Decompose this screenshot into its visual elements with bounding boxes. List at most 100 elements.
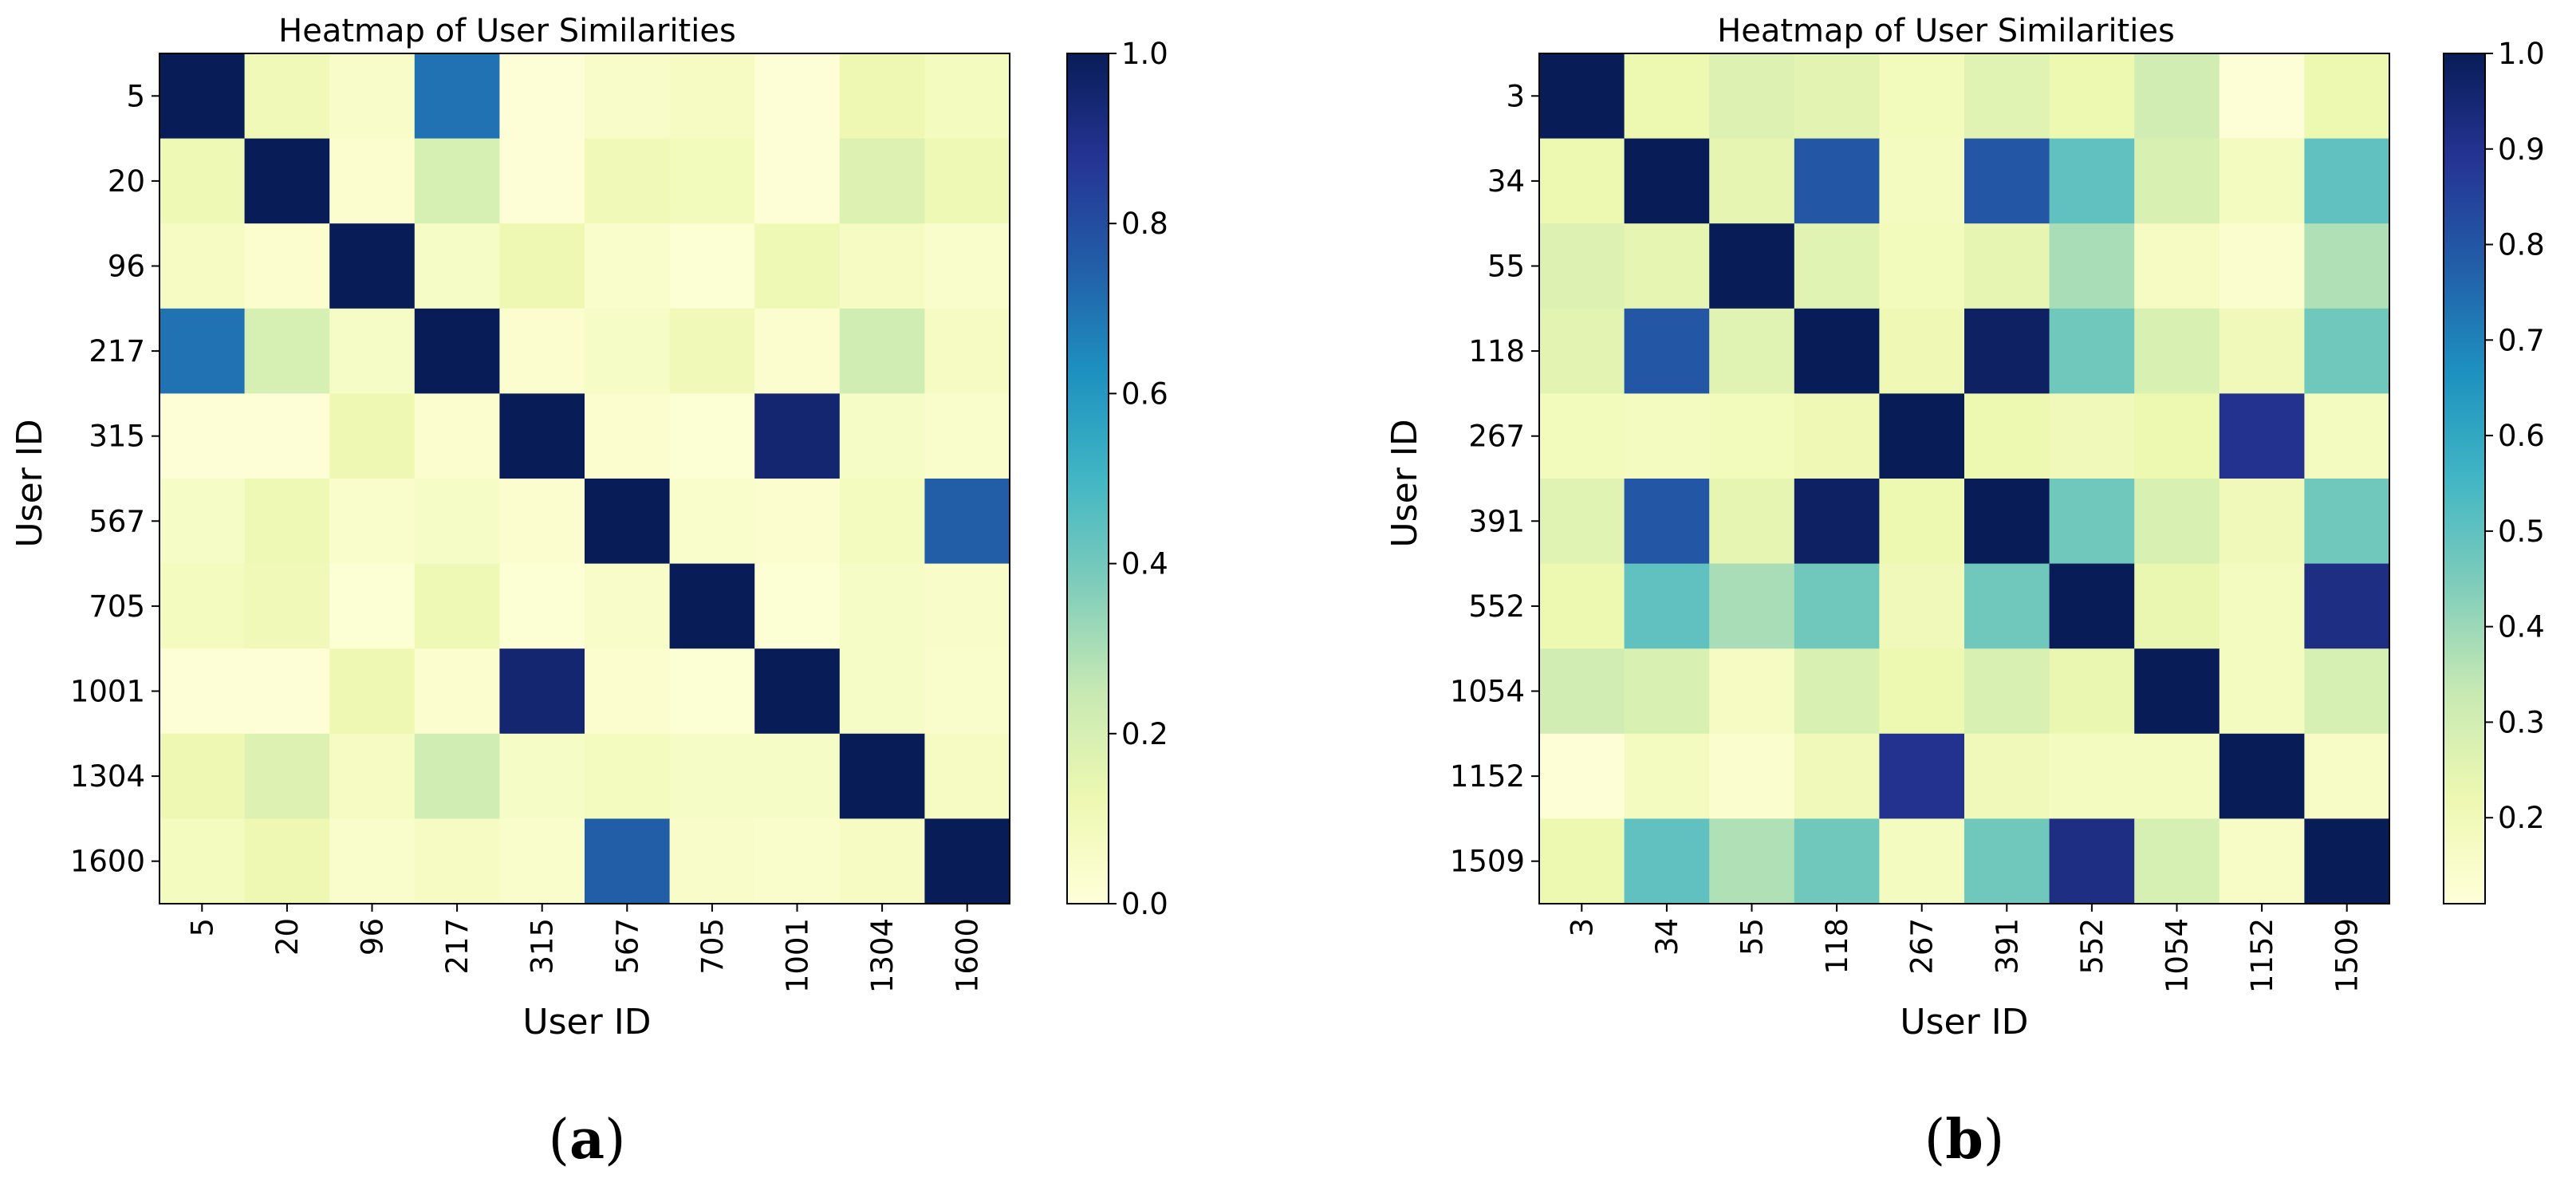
heatmap-cell — [1624, 479, 1710, 565]
heatmap-cell — [1709, 138, 1795, 224]
heatmap-cell — [414, 479, 500, 565]
plot-frame — [159, 53, 1010, 904]
heatmap-cell — [1794, 393, 1880, 479]
heatmap-cell — [329, 648, 416, 735]
heatmap-cell — [244, 733, 330, 819]
heatmap-cell — [414, 733, 500, 819]
heatmap-cell — [414, 818, 500, 904]
heatmap-cell — [2049, 648, 2135, 735]
heatmap-cell — [585, 479, 671, 565]
colorbar-tick-label: 1.0 — [1121, 37, 1168, 71]
heatmap-cell — [1879, 818, 1965, 904]
heatmap-cell — [2049, 733, 2135, 819]
heatmap-cell — [1794, 818, 1880, 904]
heatmap-cell — [2219, 223, 2305, 309]
heatmap-cell — [414, 648, 500, 735]
heatmap-cell — [244, 563, 330, 649]
heatmap-cell — [754, 223, 841, 309]
x-tick-label: 391 — [1990, 918, 2024, 975]
heatmap-cell — [1794, 53, 1880, 140]
colorbar-tick-label: 0.6 — [2498, 419, 2545, 453]
y-tick-label: 96 — [108, 250, 145, 284]
heatmap-cell — [1709, 393, 1795, 479]
heatmap-cell — [244, 818, 330, 904]
heatmap-cell — [1879, 138, 1965, 224]
x-tick-label: 1152 — [2245, 918, 2279, 993]
heatmap-cell — [2049, 308, 2135, 394]
heatmap-cell — [1539, 393, 1625, 479]
heatmap-cell — [1879, 648, 1965, 735]
colorbar-tick-label: 0.6 — [1121, 376, 1168, 411]
heatmap-panel-a: Heatmap of User Similarities 5 20 96 217 315… — [10, 13, 1168, 1172]
heatmap-cell — [669, 393, 755, 479]
y-tick-label: 567 — [89, 504, 145, 538]
heatmap-cell — [1709, 479, 1795, 565]
heatmap-cell — [669, 733, 755, 819]
heatmap-cell — [2304, 818, 2390, 904]
heatmap-cell — [1964, 733, 2050, 819]
colorbar-tick-label: 0.9 — [2498, 132, 2545, 167]
colorbar-b — [2443, 53, 2486, 904]
heatmap-cell — [839, 818, 925, 904]
heatmap-cell — [839, 733, 925, 819]
y-tick-label: 315 — [89, 420, 145, 454]
y-tick-label: 217 — [89, 334, 145, 368]
heatmap-cell — [754, 563, 841, 649]
heatmap-cell — [754, 138, 841, 224]
heatmap-cell — [585, 818, 671, 904]
heatmap-cells-b — [1538, 53, 2390, 904]
x-axis-label-b: User ID — [1900, 1002, 2028, 1042]
heatmap-cell — [2049, 53, 2135, 140]
heatmap-cell — [2219, 53, 2305, 140]
heatmap-cell — [1964, 393, 2050, 479]
heatmap-cell — [160, 308, 246, 394]
heatmap-cell — [839, 223, 925, 309]
heatmap-cell — [244, 393, 330, 479]
heatmap-cell — [2219, 308, 2305, 394]
colorbar-tick-label: 1.0 — [2498, 37, 2545, 71]
heatmap-cell — [2134, 479, 2220, 565]
x-tick-label: 217 — [440, 918, 475, 975]
heatmap-cell — [839, 479, 925, 565]
heatmap-cell — [414, 223, 500, 309]
heatmap-cell — [1539, 733, 1625, 819]
heatmap-cell — [924, 563, 1010, 649]
heatmap-cell — [329, 479, 416, 565]
x-tick-label: 705 — [695, 918, 730, 975]
heatmap-cell — [1794, 223, 1880, 309]
heatmap-cell — [1709, 733, 1795, 819]
heatmap-cell — [499, 393, 585, 479]
heatmap-cell — [2219, 733, 2305, 819]
heatmap-cell — [2219, 818, 2305, 904]
heatmap-cell — [499, 733, 585, 819]
heatmap-cell — [2134, 563, 2220, 649]
heatmap-cell — [924, 648, 1010, 735]
colorbar-ticks-a: 0.0 0.2 0.4 0.6 0.8 1.0 — [1109, 37, 1168, 921]
heatmap-cell — [2049, 138, 2135, 224]
x-tick-label: 34 — [1650, 918, 1684, 956]
heatmap-cell — [1794, 563, 1880, 649]
y-tick-label: 267 — [1468, 420, 1525, 454]
heatmap-cell — [1964, 818, 2050, 904]
heatmap-cell — [585, 648, 671, 735]
y-tick-label: 55 — [1487, 250, 1525, 284]
heatmap-cell — [1709, 308, 1795, 394]
heatmap-cell — [329, 308, 416, 394]
heatmap-cell — [499, 648, 585, 735]
heatmap-cell — [839, 308, 925, 394]
heatmap-cell — [329, 223, 416, 309]
colorbar-a — [1066, 53, 1109, 904]
heatmap-cell — [244, 223, 330, 309]
heatmap-cell — [2134, 648, 2220, 735]
y-tick-labels-b: 3 34 55 118 267 391 552 1054 1152 1509 — [1450, 79, 1539, 879]
x-tick-label: 1509 — [2330, 918, 2365, 993]
heatmap-cell — [2219, 479, 2305, 565]
heatmap-cell — [669, 648, 755, 735]
heatmap-cell — [499, 479, 585, 565]
colorbar-tick-label: 0.8 — [2498, 228, 2545, 262]
x-tick-label: 267 — [1905, 918, 1940, 975]
heatmap-cell — [924, 53, 1010, 140]
heatmap-cell — [2304, 393, 2390, 479]
heatmap-cell — [1539, 223, 1625, 309]
